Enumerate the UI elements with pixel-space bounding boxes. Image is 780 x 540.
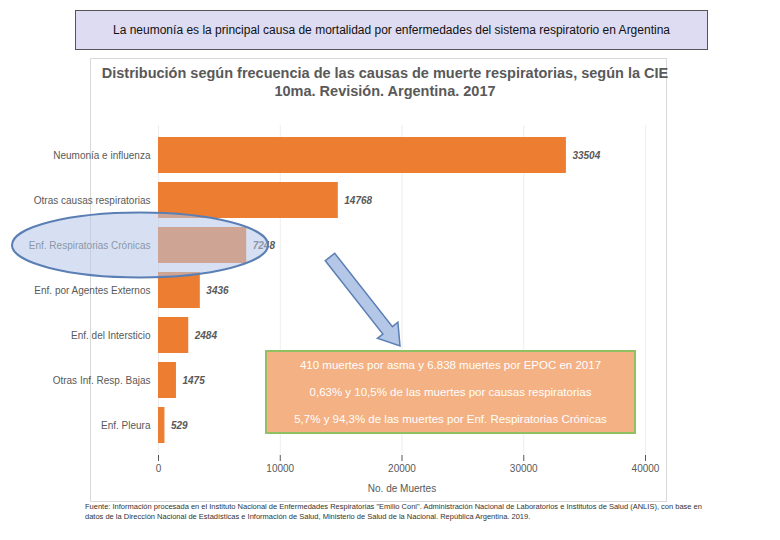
html-text:Fuente: Información procesada: Fuente: Información procesada en el Inst… xyxy=(85,502,702,521)
svg-text:Enf. por Agentes Externos: Enf. por Agentes Externos xyxy=(34,285,150,296)
svg-text:Otras causas respiratorias: Otras causas respiratorias xyxy=(34,195,151,206)
svg-text:Neumonía e influenza: Neumonía e influenza xyxy=(53,150,151,161)
svg-text:10000: 10000 xyxy=(266,463,294,474)
svg-text:33504: 33504 xyxy=(572,150,600,161)
html-text:La neumonía es la principal ca: La neumonía es la principal causa de mor… xyxy=(113,22,670,37)
svg-text:Enf. Pleura: Enf. Pleura xyxy=(101,420,151,431)
svg-text:40000: 40000 xyxy=(632,463,660,474)
svg-text:14768: 14768 xyxy=(344,195,372,206)
svg-text:529: 529 xyxy=(171,420,188,431)
svg-text:30000: 30000 xyxy=(510,463,538,474)
html-text:410 muertes por asma y 6.838 m: 410 muertes por asma y 6.838 muertes por… xyxy=(300,359,601,372)
svg-text:0: 0 xyxy=(156,463,162,474)
html-text:Distribución según frecuencia: Distribución según frecuencia de las cau… xyxy=(101,65,669,99)
svg-text:Otras Inf. Resp. Bajas: Otras Inf. Resp. Bajas xyxy=(53,375,151,386)
svg-text:20000: 20000 xyxy=(388,463,416,474)
svg-text:No. de Muertes: No. de Muertes xyxy=(368,483,436,494)
html-text:0,63% y 10,5% de las muertes p: 0,63% y 10,5% de las muertes por causas … xyxy=(309,386,592,398)
svg-text:Enf. del Intersticio: Enf. del Intersticio xyxy=(71,330,151,341)
svg-text:3436: 3436 xyxy=(206,285,229,296)
html-text:5,7% y 94,3% de las muertes po: 5,7% y 94,3% de las muertes por Enf. Res… xyxy=(294,412,607,425)
svg-text:2484: 2484 xyxy=(194,330,218,341)
svg-text:1475: 1475 xyxy=(182,375,205,386)
